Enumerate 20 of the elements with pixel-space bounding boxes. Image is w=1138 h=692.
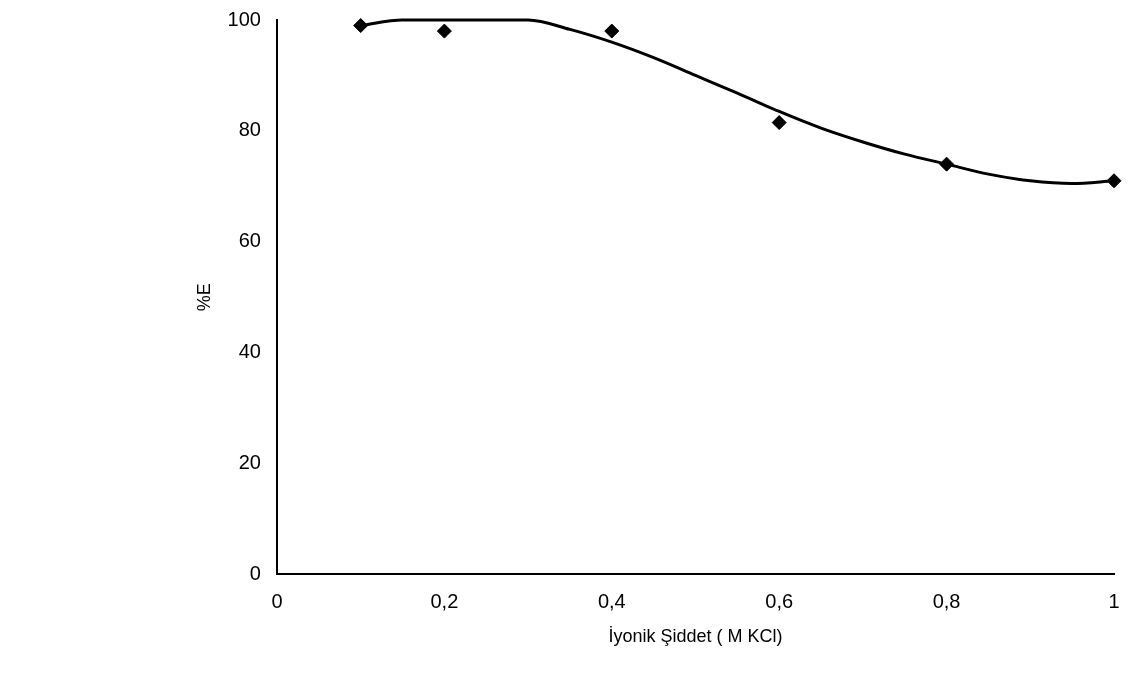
x-axis-title: İyonik Şiddet ( M KCl) [608, 626, 783, 647]
y-axis-title: %E [193, 283, 214, 312]
x-tick-label: 0 [271, 589, 283, 612]
x-tick-label: 0,8 [932, 589, 961, 612]
y-tick-label: 0 [249, 561, 261, 584]
point [1106, 173, 1122, 189]
point [771, 115, 787, 131]
point [939, 156, 955, 172]
y-tick-label: 100 [227, 7, 261, 30]
x-tick-label: 0,4 [597, 589, 626, 612]
x-tick-label: 0,2 [430, 589, 459, 612]
y-tick-label: 20 [238, 451, 261, 474]
x-tick-label: 1 [1108, 589, 1120, 612]
y-tick-label: 80 [238, 118, 261, 141]
point [604, 23, 620, 39]
x-tick-label: 0,6 [765, 589, 794, 612]
point [353, 18, 369, 34]
y-tick-label: 60 [238, 229, 261, 252]
point [436, 23, 452, 39]
y-tick-label: 40 [238, 340, 261, 363]
